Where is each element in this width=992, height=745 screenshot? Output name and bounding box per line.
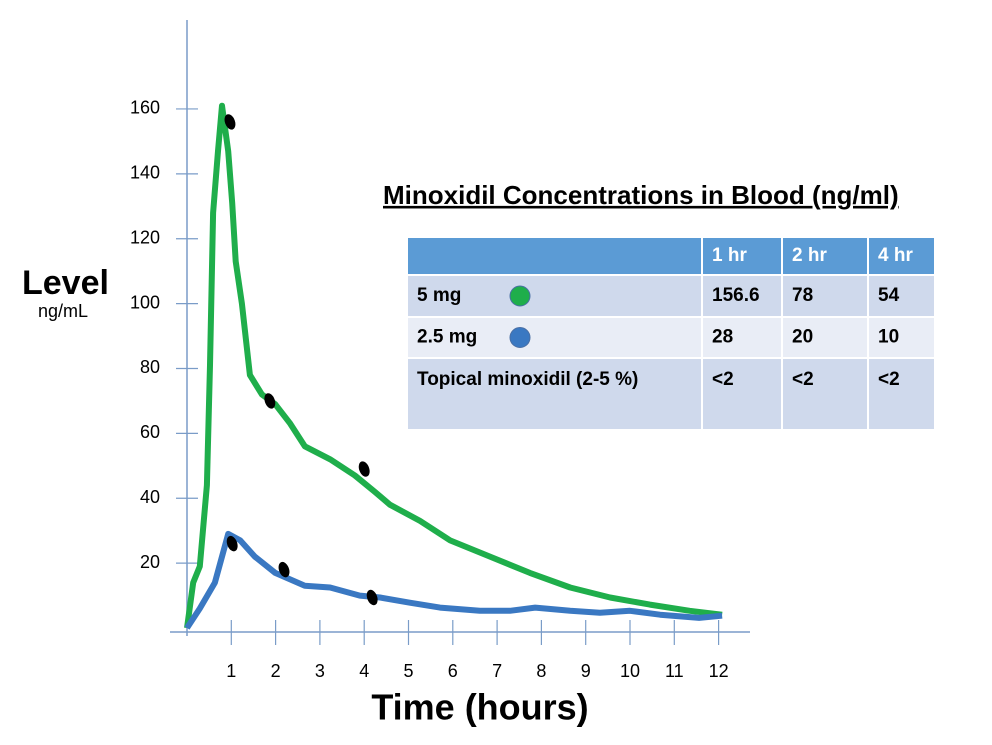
series-line bbox=[184, 530, 723, 630]
y-tick-label: 40 bbox=[140, 487, 160, 507]
table-cell: 10 bbox=[878, 327, 899, 348]
table-cell: 20 bbox=[792, 327, 813, 348]
x-tick-label: 6 bbox=[448, 661, 458, 681]
table-cell-bg bbox=[406, 236, 703, 276]
data-point bbox=[264, 393, 276, 409]
table: 1 hr 2 hr 4 hr 5 mg 156.6 78 54 2.5 mg 28 20 10 Top… bbox=[406, 236, 936, 431]
x-tick-label: 7 bbox=[492, 661, 502, 681]
table-title: Minoxidil Concentrations in Blood (ng/ml… bbox=[383, 180, 899, 210]
table-cell-bg bbox=[867, 357, 936, 431]
x-tick-label: 9 bbox=[581, 661, 591, 681]
y-axis-title: Level bbox=[22, 264, 109, 302]
x-tick-label: 2 bbox=[271, 661, 281, 681]
x-tick-label: 5 bbox=[403, 661, 413, 681]
table-cell: 78 bbox=[792, 285, 813, 306]
x-tick-label: 4 bbox=[359, 661, 369, 681]
y-tick-label: 80 bbox=[140, 357, 160, 377]
y-tick-label: 20 bbox=[140, 552, 160, 572]
y-tick-label: 60 bbox=[140, 422, 160, 442]
table-cell-bg bbox=[701, 274, 783, 318]
data-point bbox=[226, 535, 238, 552]
table-cell: 28 bbox=[712, 327, 733, 348]
table-cell-bg bbox=[867, 316, 936, 359]
table-cell: 156.6 bbox=[712, 285, 760, 306]
table-cell: <2 bbox=[712, 369, 734, 390]
y-tick-label: 140 bbox=[130, 163, 160, 183]
x-tick-label: 1 bbox=[226, 661, 236, 681]
y-tick-label: 160 bbox=[130, 98, 160, 118]
column-header: 1 hr bbox=[712, 245, 747, 266]
x-tick-label: 8 bbox=[536, 661, 546, 681]
table-cell-bg bbox=[701, 316, 783, 359]
row-label: 5 mg bbox=[417, 285, 461, 306]
table-cell-bg bbox=[701, 357, 783, 431]
data-point bbox=[366, 589, 378, 606]
table-cell: <2 bbox=[878, 369, 900, 390]
x-tick-label: 3 bbox=[315, 661, 325, 681]
row-label: Topical minoxidil (2-5 %) bbox=[417, 369, 638, 390]
legend-marker bbox=[509, 327, 531, 348]
table-cell-bg bbox=[867, 274, 936, 318]
data-point bbox=[278, 561, 290, 578]
x-tick-label: 11 bbox=[665, 661, 684, 681]
data-point bbox=[224, 114, 236, 130]
series-line bbox=[184, 102, 723, 629]
column-header: 4 hr bbox=[878, 245, 913, 266]
table-cell: <2 bbox=[792, 369, 814, 390]
y-tick-label: 120 bbox=[130, 227, 160, 247]
column-header: 2 hr bbox=[792, 245, 827, 266]
x-tick-label: 12 bbox=[709, 661, 729, 681]
x-axis-title: Time (hours) bbox=[371, 687, 588, 728]
table-cell: 54 bbox=[878, 285, 900, 306]
x-tick-label: 10 bbox=[620, 661, 640, 681]
row-label: 2.5 mg bbox=[417, 327, 477, 348]
y-tick-label: 100 bbox=[130, 292, 160, 312]
table-cell-bg bbox=[867, 236, 936, 276]
data-point bbox=[358, 461, 370, 477]
legend-marker bbox=[509, 285, 531, 307]
y-axis-unit: ng/mL bbox=[38, 301, 88, 321]
